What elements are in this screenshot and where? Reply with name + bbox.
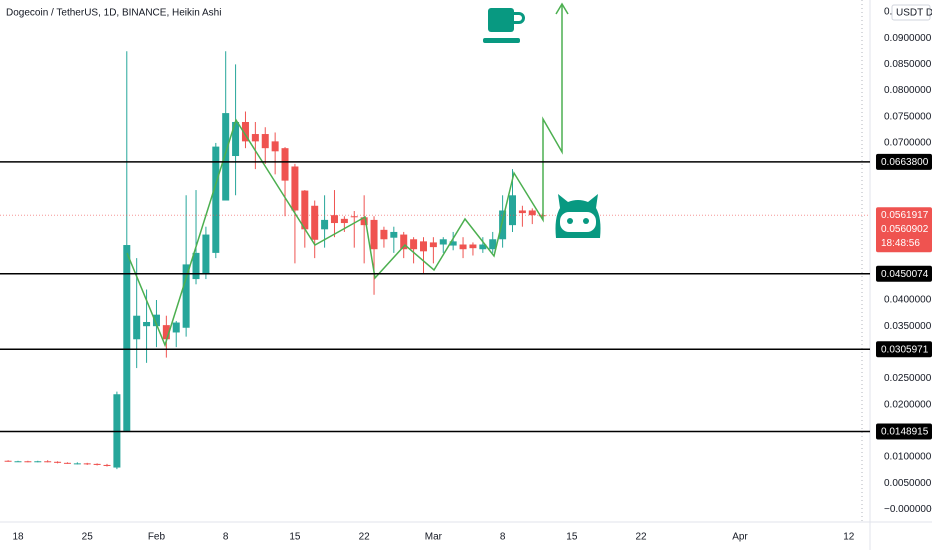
- candle-body: [350, 216, 358, 218]
- currency-box: [891, 4, 931, 21]
- candle-body: [232, 121, 240, 157]
- level-label-box: [876, 265, 932, 282]
- x-tick-label: 12: [843, 532, 855, 543]
- candle-body: [63, 462, 71, 464]
- candle-body: [311, 205, 319, 240]
- candle-body: [281, 148, 289, 181]
- candle-body: [439, 239, 447, 245]
- chart-title: Dogecoin / TetherUS, 1D, BINANCE, Heikin…: [6, 8, 221, 19]
- candle-body: [469, 244, 477, 249]
- candle-body: [133, 315, 141, 340]
- candle-body: [162, 325, 170, 340]
- candle-body: [93, 463, 101, 465]
- candle-body: [499, 210, 507, 240]
- candle-body: [528, 210, 536, 216]
- x-tick-label: Apr: [732, 532, 748, 543]
- candle-body: [152, 314, 160, 327]
- close-price-label: 0.0560902: [881, 224, 929, 235]
- candle-body: [410, 239, 418, 250]
- candle-body: [261, 134, 269, 149]
- candle-body: [44, 461, 52, 463]
- y-tick-label: 0.0050000: [884, 478, 932, 489]
- candle-body: [538, 215, 546, 217]
- candle-body: [321, 219, 329, 230]
- last-price-label: 0.0561917: [881, 210, 929, 221]
- price-label-box: [876, 207, 932, 253]
- projection-arrow: [555, 2, 569, 15]
- x-tick-label: 8: [500, 532, 506, 543]
- y-tick-label: −0.0000000: [884, 504, 932, 515]
- candle-body: [182, 264, 190, 328]
- y-tick-label: 0.0700000: [884, 138, 932, 149]
- level-label-box: [876, 423, 932, 440]
- candle-body: [370, 219, 378, 250]
- candle-body: [24, 461, 32, 463]
- y-tick-label: 0.0750000: [884, 111, 932, 122]
- candle-body: [360, 217, 368, 226]
- candle-body: [301, 190, 309, 230]
- candle-body: [14, 461, 22, 463]
- candle-body: [271, 141, 279, 152]
- candle-body: [4, 460, 12, 462]
- y-tick-label: 0.0850000: [884, 59, 932, 70]
- candle-body: [419, 241, 427, 252]
- candle-body: [172, 322, 180, 333]
- candle-body: [340, 218, 348, 224]
- x-tick-label: Feb: [148, 532, 166, 543]
- candle-body: [202, 234, 210, 274]
- candle-body: [34, 461, 42, 463]
- candle-body: [54, 461, 62, 463]
- y-tick-label: 0.0800000: [884, 85, 932, 96]
- candle-body: [241, 121, 249, 142]
- x-tick-label: 15: [566, 532, 578, 543]
- x-tick-label: 8: [223, 532, 229, 543]
- candle-body: [479, 244, 487, 250]
- cat-icon: [555, 194, 601, 238]
- level-label: 0.0148915: [881, 427, 929, 438]
- y-tick-label: 0.0250000: [884, 373, 932, 384]
- x-tick-label: 22: [636, 532, 648, 543]
- y-tick-label: 0.: [884, 7, 892, 18]
- candle-body: [143, 321, 151, 327]
- candle-body: [103, 464, 111, 466]
- candle-body: [123, 245, 131, 431]
- candle-body: [222, 113, 230, 201]
- level-label: 0.0305971: [881, 344, 929, 355]
- level-label: 0.0663800: [881, 157, 929, 168]
- x-tick-label: Mar: [425, 532, 443, 543]
- candle-body: [509, 195, 516, 226]
- y-tick-label: 0.0100000: [884, 452, 932, 463]
- x-tick-label: 25: [82, 532, 94, 543]
- level-label: 0.0450074: [881, 269, 929, 280]
- candle-body: [400, 234, 408, 250]
- candle-body: [390, 231, 398, 238]
- candle-body: [429, 242, 437, 248]
- y-tick-label: 0.0200000: [884, 399, 932, 410]
- candle-body: [518, 210, 526, 214]
- x-tick-label: 22: [359, 532, 371, 543]
- candle-body: [73, 463, 81, 465]
- y-tick-label: 0.0350000: [884, 321, 932, 332]
- level-label-box: [876, 341, 932, 358]
- coffee-icon: [483, 8, 525, 43]
- candle-body: [489, 239, 497, 250]
- x-tick-label: 18: [12, 532, 24, 543]
- x-tick-label: 15: [289, 532, 301, 543]
- candle-body: [330, 215, 338, 224]
- candle-body: [251, 134, 259, 142]
- y-tick-label: 0.0400000: [884, 295, 932, 306]
- candle-body: [212, 146, 220, 253]
- y-tick-label: 0.0900000: [884, 33, 932, 44]
- candle-body: [83, 463, 91, 465]
- candle-body: [449, 241, 457, 246]
- candle-body: [459, 244, 467, 250]
- level-label-box: [876, 153, 932, 170]
- currency-label: USDT D: [896, 8, 932, 19]
- candle-body: [291, 166, 299, 211]
- countdown-label: 18:48:56: [881, 238, 920, 249]
- candle-body: [380, 229, 388, 240]
- candle-body: [192, 252, 200, 280]
